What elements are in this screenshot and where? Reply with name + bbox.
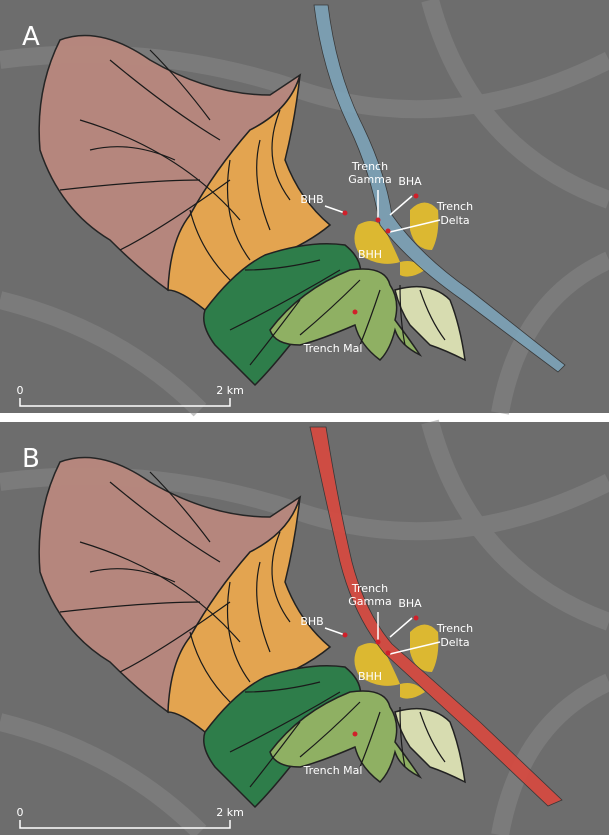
site-marker [353,732,358,737]
panel-letter: B [22,444,40,474]
site-label: Gamma [348,173,391,186]
site-label: BHH [358,670,382,683]
site-label: Trench Mal [303,342,363,355]
site-label: BHB [300,193,323,206]
site-label: Trench [436,622,473,635]
site-marker [343,211,348,216]
site-marker [386,229,391,234]
site-label: Trench [351,160,388,173]
site-marker [414,194,419,199]
scale-label: 2 km [216,384,244,397]
site-label: BHB [300,615,323,628]
panel-letter: A [22,22,40,52]
site-label: Trench Mal [303,764,363,777]
site-label: BHA [398,597,422,610]
site-label: Gamma [348,595,391,608]
site-marker [376,640,381,645]
scale-label: 0 [17,806,24,819]
site-marker [343,633,348,638]
site-marker [386,651,391,656]
site-label: Delta [440,214,469,227]
site-marker [353,310,358,315]
figure: ATrenchGammaBHABHBTrenchDeltaBHHTrench M… [0,0,609,835]
site-marker [414,616,419,621]
site-label: BHA [398,175,422,188]
site-label: Delta [440,636,469,649]
site-label: Trench [436,200,473,213]
scale-label: 0 [17,384,24,397]
site-marker [376,218,381,223]
site-label: Trench [351,582,388,595]
site-label: BHH [358,248,382,261]
scale-label: 2 km [216,806,244,819]
